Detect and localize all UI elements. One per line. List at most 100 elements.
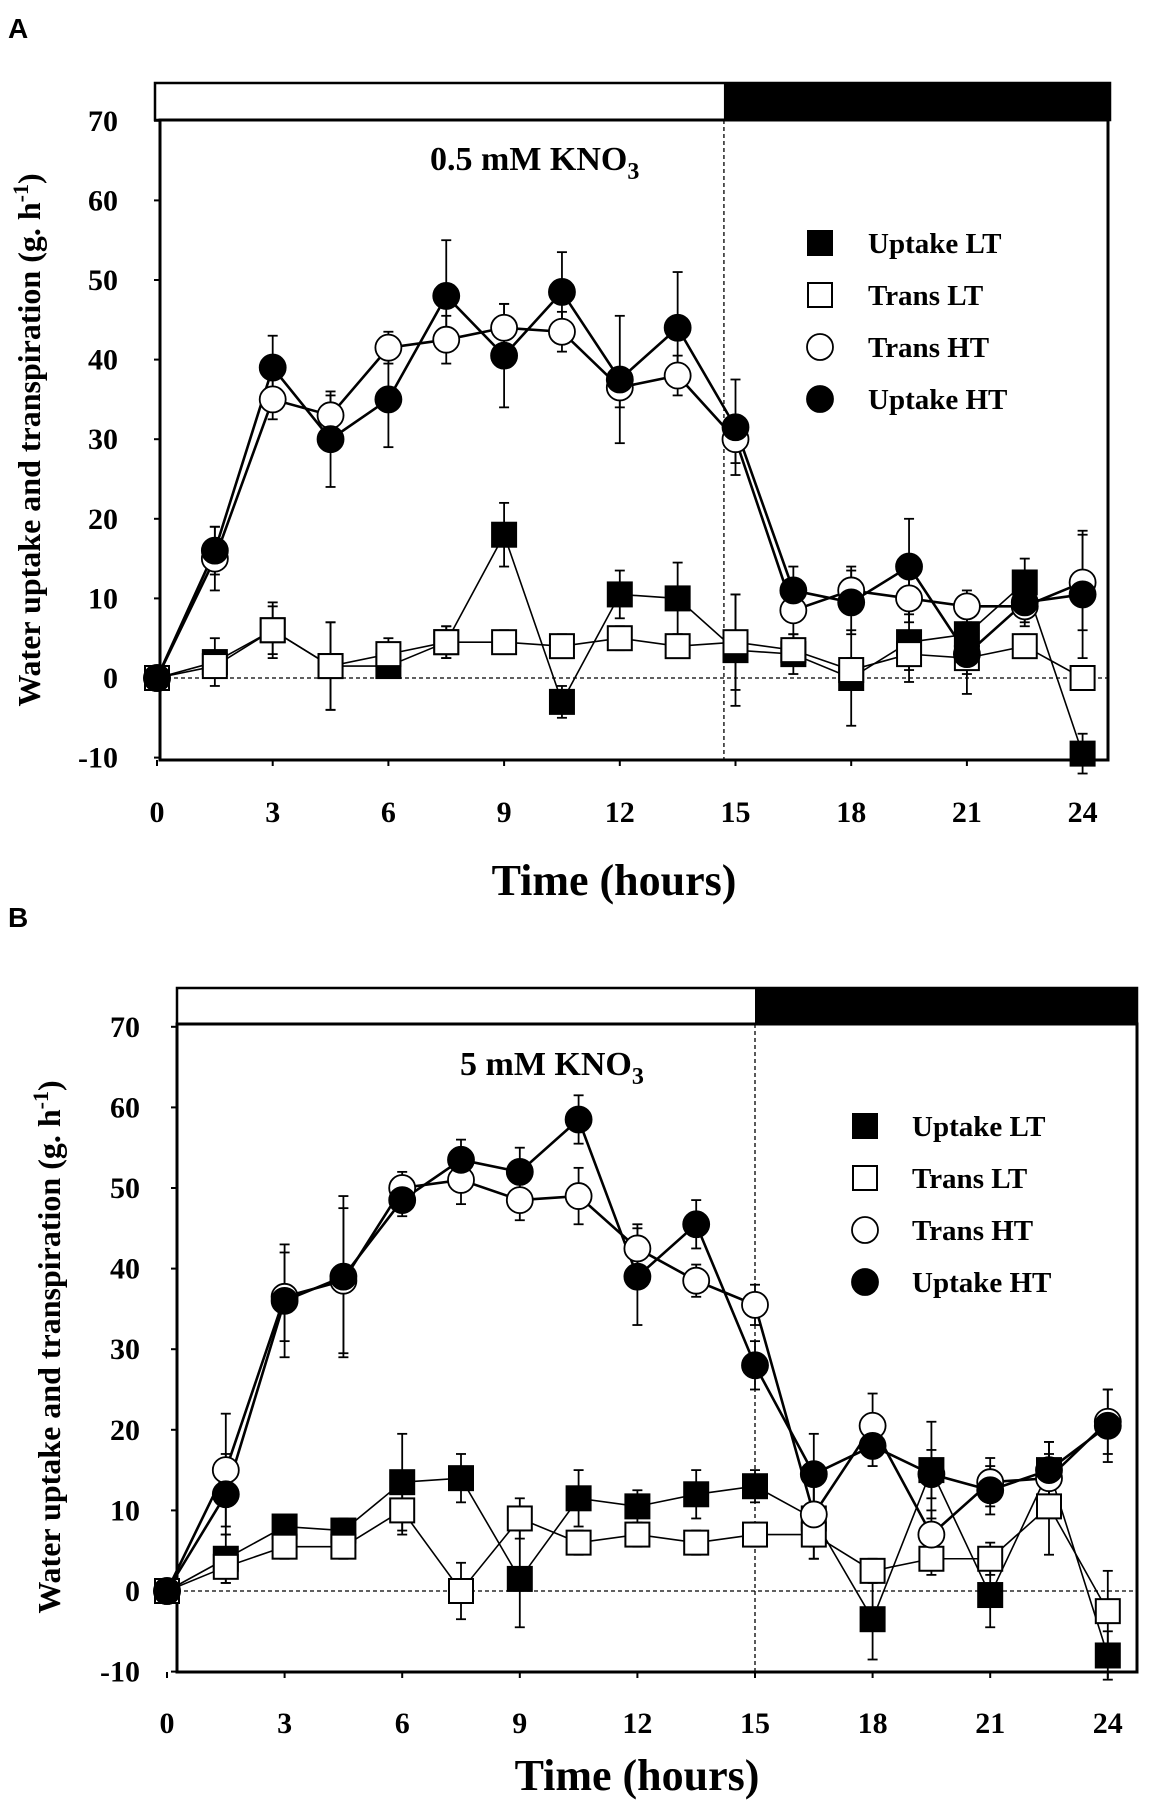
y-tick-label: -10 [78,742,118,775]
data-point [779,576,808,605]
data-point [1068,580,1097,609]
data-point [623,1234,652,1263]
data-point [917,1520,946,1549]
x-tick-label: 24 [1093,1707,1123,1740]
data-point [664,633,691,660]
y-tick-label: -10 [100,1656,140,1689]
data-point [271,1533,298,1560]
x-tick-label: 9 [497,796,512,829]
data-point [565,1485,592,1512]
x-tick-label: 6 [395,1707,410,1740]
data-point [1094,1642,1121,1669]
data-point [682,1210,711,1239]
data-point [491,629,518,656]
markers-square-open [144,617,1096,691]
data-point [447,1145,475,1174]
data-point [977,1582,1004,1609]
legend-label: Trans HT [868,332,989,364]
series-square-filled [166,1420,1113,1681]
data-point [606,625,633,652]
y-tick-label: 40 [88,344,118,377]
y-axis-label-main: Water uptake and transpiration (g. h [11,202,47,707]
data-point [258,385,287,414]
treatment-annotation-sub: 3 [627,159,639,185]
legend-marker [852,1113,878,1139]
data-point [683,1481,710,1508]
data-point [721,413,750,442]
data-point [624,1493,651,1520]
x-tick-label: 18 [858,1707,888,1740]
legend: Uptake LT Trans LT Trans HT Uptake HT [851,1111,1051,1299]
chart-panel-a: A -10 0 10 20 30 40 50 60 70 0 3 6 9 12 15 18 21 24 Time (h… [8,13,1112,905]
x-tick-label: 12 [605,796,635,829]
legend-marker [806,385,834,413]
x-tick-label: 15 [740,1707,770,1740]
markers-circle-filled [153,1105,1122,1605]
y-axis-label: Water uptake and transpiration (g. h-1) [28,1080,67,1613]
data-point [329,1262,358,1291]
y-axis-label-close: ) [11,173,47,184]
plot-frame [175,1022,1139,1674]
data-point [858,1432,887,1460]
y-tick-label: 10 [110,1494,140,1527]
data-point [258,353,287,382]
data-point [548,633,575,660]
legend-marker [851,1268,879,1296]
data-point [742,1521,768,1548]
data-point [895,584,923,613]
y-tick-label: 20 [88,503,118,536]
data-point [953,640,981,669]
data-point [448,1465,474,1492]
legend-label: Uptake LT [868,228,1002,260]
data-point [490,341,519,370]
y-tick-label: 70 [88,105,118,138]
y-axis-label-close: ) [31,1080,67,1091]
treatment-annotation: 5 mM KNO3 [460,1046,644,1090]
data-point [548,317,576,346]
x-tick-label: 12 [622,1707,652,1740]
x-axis-label: Time (hours) [492,856,737,905]
data-point [742,1473,768,1500]
panel-label: A [8,13,28,44]
data-point [976,1476,1005,1505]
y-tick-label: 50 [88,264,118,297]
data-point [564,1105,593,1134]
y-tick-label: 50 [110,1172,140,1205]
data-point [432,282,461,310]
legend-marker [806,333,834,361]
y-tick-label: 60 [110,1091,140,1124]
legend-label: Trans LT [912,1163,1027,1195]
legend-label: Trans HT [912,1215,1033,1247]
data-point [259,617,286,644]
legend: Uptake LT Trans LT Trans HT Uptake HT [806,228,1007,416]
data-point [1069,665,1096,691]
data-point [506,1565,533,1592]
markers-circle-filled [143,278,1097,692]
data-point [663,313,692,342]
data-point [663,361,692,390]
legend-marker [807,282,833,308]
data-point [374,333,403,362]
x-tick-label: 21 [975,1707,1005,1740]
x-tick-label: 18 [836,796,866,829]
data-point [505,1157,534,1186]
data-point [448,1578,474,1604]
data-point [917,1460,946,1489]
dark-period-bar [723,83,1110,120]
data-point [490,313,519,342]
data-point [682,1266,711,1295]
data-point [505,1186,534,1214]
y-tick-label: 0 [125,1575,140,1608]
y-tick-label: 30 [88,423,118,456]
data-point [389,1469,416,1496]
data-point [1036,1493,1062,1520]
data-point [433,629,460,656]
data-point [837,588,866,617]
chart-panel-b: B -10 0 10 20 30 40 50 60 70 0 3 6 9 12 15 18 21 24 Time (h… [8,902,1139,1800]
y-tick-label: 60 [88,184,118,217]
data-point [564,1182,593,1210]
dark-period-bar [755,988,1137,1024]
data-point [1093,1411,1122,1440]
data-point [838,657,865,684]
data-point [388,1186,417,1214]
